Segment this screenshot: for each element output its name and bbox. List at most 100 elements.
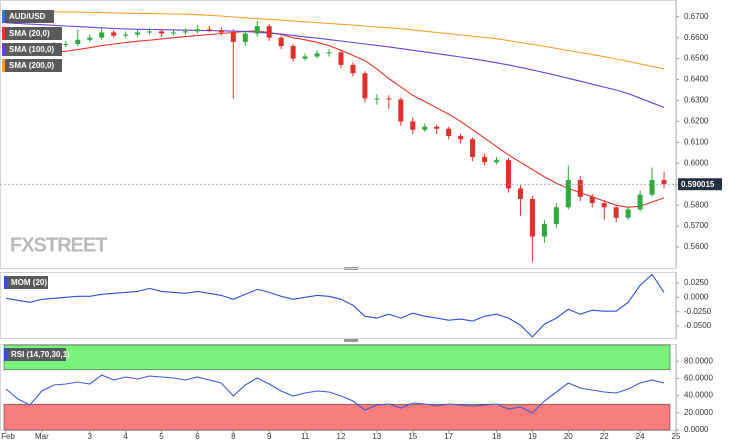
legend-label: MOM (20) (11, 278, 47, 287)
candle-body (99, 32, 105, 38)
x-tick-label: Mar (35, 432, 49, 441)
legend-swatch (2, 43, 5, 56)
candle-body (458, 136, 464, 140)
line (6, 30, 665, 208)
candle-body (75, 39, 81, 44)
last-price-tag (678, 178, 722, 191)
x-tick-label: 8 (231, 432, 236, 441)
y-tick-label: 0.6300 (684, 96, 709, 105)
candle-body (637, 194, 643, 210)
candle-body (422, 126, 428, 130)
x-tick-label: 20 (564, 432, 573, 441)
legend-label: SMA (20,0) (9, 29, 50, 38)
y-tick-label: 0.6700 (684, 12, 709, 21)
candle-body (266, 26, 272, 38)
candle-body (529, 198, 535, 237)
legend-swatch (2, 59, 5, 72)
candle-body (553, 207, 559, 225)
legend-swatch (4, 348, 7, 361)
y-tick-label: 0.6400 (684, 75, 709, 84)
legend-box (4, 348, 66, 361)
legend-box (2, 10, 54, 23)
legend-label: RSI (14,70,30,1) (11, 350, 70, 359)
y-tick-label: 60.0000 (684, 374, 713, 383)
x-tick-label: 15 (408, 432, 417, 441)
candle-body (326, 52, 332, 54)
y-tick-label: 80.0000 (684, 356, 713, 365)
candle-body (470, 139, 476, 158)
candle-body (601, 203, 607, 208)
legend-swatch (4, 276, 7, 289)
candle-body (63, 43, 69, 46)
candle-body (206, 29, 212, 31)
candle-body (159, 31, 165, 34)
candle-body (565, 180, 571, 208)
y-tick-label: 0.6600 (684, 33, 709, 42)
candle-body (182, 31, 188, 33)
y-tick-label: -0.0250 (684, 307, 712, 316)
candle-body (350, 64, 356, 74)
candle-body (87, 37, 93, 40)
line (5, 374, 665, 414)
candle-body (374, 98, 380, 100)
x-tick-label: 25 (672, 432, 681, 441)
candle-body (589, 196, 595, 204)
oversold-band (3, 403, 671, 431)
candle-body (482, 157, 488, 163)
y-tick-label: 0.0000 (684, 425, 709, 434)
x-tick-label: 3 (88, 432, 93, 441)
x-tick-label: 24 (636, 432, 645, 441)
candle-body (218, 30, 224, 33)
candle-body (613, 207, 619, 218)
candle-body (398, 99, 404, 122)
candle-body (230, 32, 236, 42)
candle-body (338, 52, 344, 65)
line (5, 10, 665, 70)
legend-swatch (2, 27, 5, 40)
legend-box (2, 27, 62, 40)
candle-body (386, 98, 392, 100)
x-tick-label: 4 (123, 432, 128, 441)
y-tick-label: 0.5800 (684, 200, 709, 209)
watermark: FXSTREET (10, 234, 107, 256)
candle-body (254, 26, 260, 34)
candle-body (494, 160, 500, 163)
legend-label: AUD/USD (9, 12, 46, 21)
candle-body (649, 180, 655, 195)
candle-body (302, 56, 308, 59)
y-tick-label: -0.0500 (684, 321, 712, 330)
candle-body (123, 34, 129, 36)
candle-body (242, 33, 248, 42)
candle-body (625, 209, 631, 218)
legend-label: SMA (100,0) (9, 45, 54, 54)
y-tick-label: 0.0250 (684, 278, 709, 287)
y-tick-label: 0.6000 (684, 158, 709, 167)
y-tick-label: 0.6200 (684, 117, 709, 126)
y-tick-label: 40.0000 (684, 391, 713, 400)
candle-body (194, 29, 200, 32)
candle-body (541, 224, 547, 237)
legend-label: SMA (200,0) (9, 61, 54, 70)
candle-body (147, 31, 153, 33)
y-tick-label: 0.6500 (684, 54, 709, 63)
candle-body (577, 180, 583, 197)
y-tick-label: 0.5600 (684, 242, 709, 251)
candle-body (362, 73, 368, 99)
x-tick-label: 6 (195, 432, 200, 441)
candle-body (135, 32, 141, 35)
x-tick-label: 22 (600, 432, 609, 441)
candle-body (410, 121, 416, 130)
x-tick-label: 9 (267, 432, 272, 441)
y-tick-label: 0.5700 (684, 221, 709, 230)
y-tick-label: 0.0000 (684, 292, 709, 301)
legend-box (4, 276, 48, 289)
legend-box (2, 43, 62, 56)
x-tick-label: 11 (301, 432, 310, 441)
candle-body (170, 32, 176, 34)
candle-body (517, 188, 523, 199)
line (5, 22, 665, 108)
candle-body (290, 46, 296, 59)
x-tick-label: 17 (444, 432, 453, 441)
